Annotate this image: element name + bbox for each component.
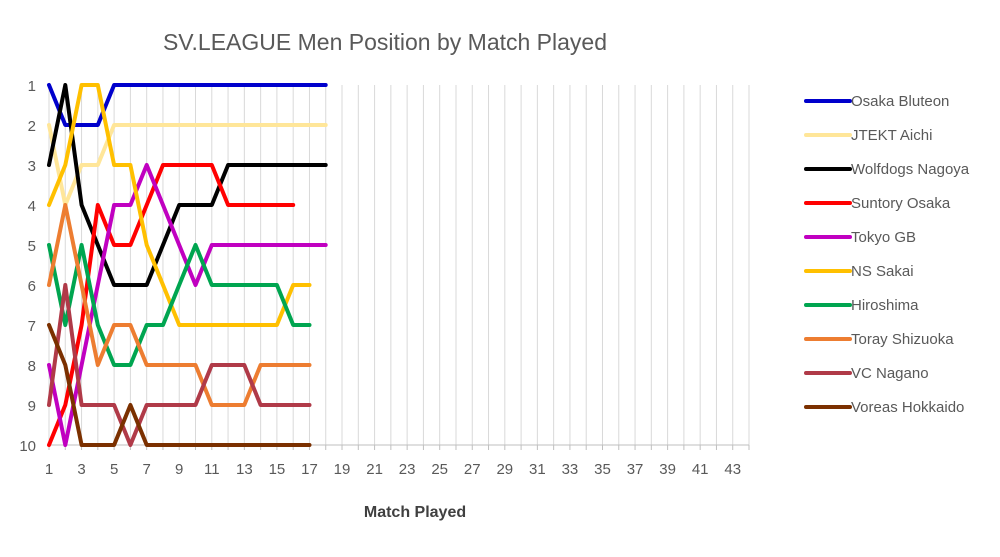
series-line-suntory-osaka	[47, 163, 296, 447]
x-tick-label: 19	[334, 461, 351, 478]
x-tick-label: 35	[594, 461, 611, 478]
x-tick-labels: 1 3 5 7 9 11 13 15 17 19 21 23 25 27 29 31 33 35 37 39 41 43	[45, 461, 741, 478]
x-tick-label: 1	[45, 461, 53, 478]
x-tick-label: 11	[204, 461, 220, 478]
y-tick-label: 5	[28, 238, 36, 255]
series-line-osaka-bluteon	[47, 83, 328, 127]
x-tick-label: 39	[659, 461, 676, 478]
x-tick-label: 9	[175, 461, 183, 478]
legend-label-hiroshima: Hiroshima	[851, 297, 919, 314]
y-tick-label: 8	[28, 358, 36, 375]
x-tick-label: 23	[399, 461, 416, 478]
legend-label-jtekt-aichi: JTEKT Aichi	[851, 127, 932, 144]
legend: Osaka Bluteon JTEKT Aichi Wolfdogs Nagoya S…	[804, 93, 970, 416]
x-tick-label: 13	[236, 461, 253, 478]
grid-lines	[48, 85, 750, 445]
legend-label-toray-shizuoka: Toray Shizuoka	[851, 331, 954, 348]
series-line-vc-nagano	[47, 283, 312, 447]
y-tick-label: 10	[19, 438, 36, 455]
x-tick-label: 37	[627, 461, 644, 478]
x-tick-label: 29	[496, 461, 513, 478]
y-tick-label: 3	[28, 158, 36, 175]
legend-label-suntory-osaka: Suntory Osaka	[851, 195, 951, 212]
x-tick-label: 7	[143, 461, 151, 478]
series-line-hiroshima	[47, 243, 312, 367]
y-tick-label: 7	[28, 318, 36, 335]
x-tick-label: 21	[366, 461, 383, 478]
x-axis-label: Match Played	[364, 504, 466, 521]
x-tick-label: 41	[692, 461, 709, 478]
y-tick-label: 9	[28, 398, 36, 415]
legend-label-osaka-bluteon: Osaka Bluteon	[851, 93, 949, 110]
x-tick-label: 3	[77, 461, 85, 478]
chart-title: SV.LEAGUE Men Position by Match Played	[163, 29, 607, 55]
legend-label-wolfdogs-nagoya: Wolfdogs Nagoya	[851, 161, 970, 178]
y-tick-label: 6	[28, 278, 36, 295]
y-tick-label: 2	[28, 118, 36, 135]
series-line-voreas-hokkaido	[47, 323, 312, 447]
x-tick-label: 27	[464, 461, 481, 478]
y-tick-label: 1	[28, 78, 36, 95]
series-line-toray-shizuoka	[47, 203, 312, 407]
x-tick-label: 15	[269, 461, 286, 478]
y-tick-label: 4	[28, 198, 36, 215]
x-tick-label: 33	[562, 461, 579, 478]
x-tick-label: 17	[301, 461, 318, 478]
x-tick-label: 25	[431, 461, 448, 478]
series-line-jtekt-aichi	[47, 123, 328, 207]
y-tick-labels: 1 2 3 4 5 6 7 8 9 10	[19, 78, 36, 455]
legend-label-vc-nagano: VC Nagano	[851, 365, 929, 382]
series-lines	[47, 83, 328, 447]
x-tick-label: 5	[110, 461, 118, 478]
x-tick-label: 31	[529, 461, 546, 478]
series-line-ns-sakai	[47, 83, 312, 327]
legend-label-ns-sakai: NS Sakai	[851, 263, 914, 280]
x-tick-label: 43	[724, 461, 741, 478]
legend-label-tokyo-gb: Tokyo GB	[851, 229, 916, 246]
legend-label-voreas-hokkaido: Voreas Hokkaido	[851, 399, 964, 416]
